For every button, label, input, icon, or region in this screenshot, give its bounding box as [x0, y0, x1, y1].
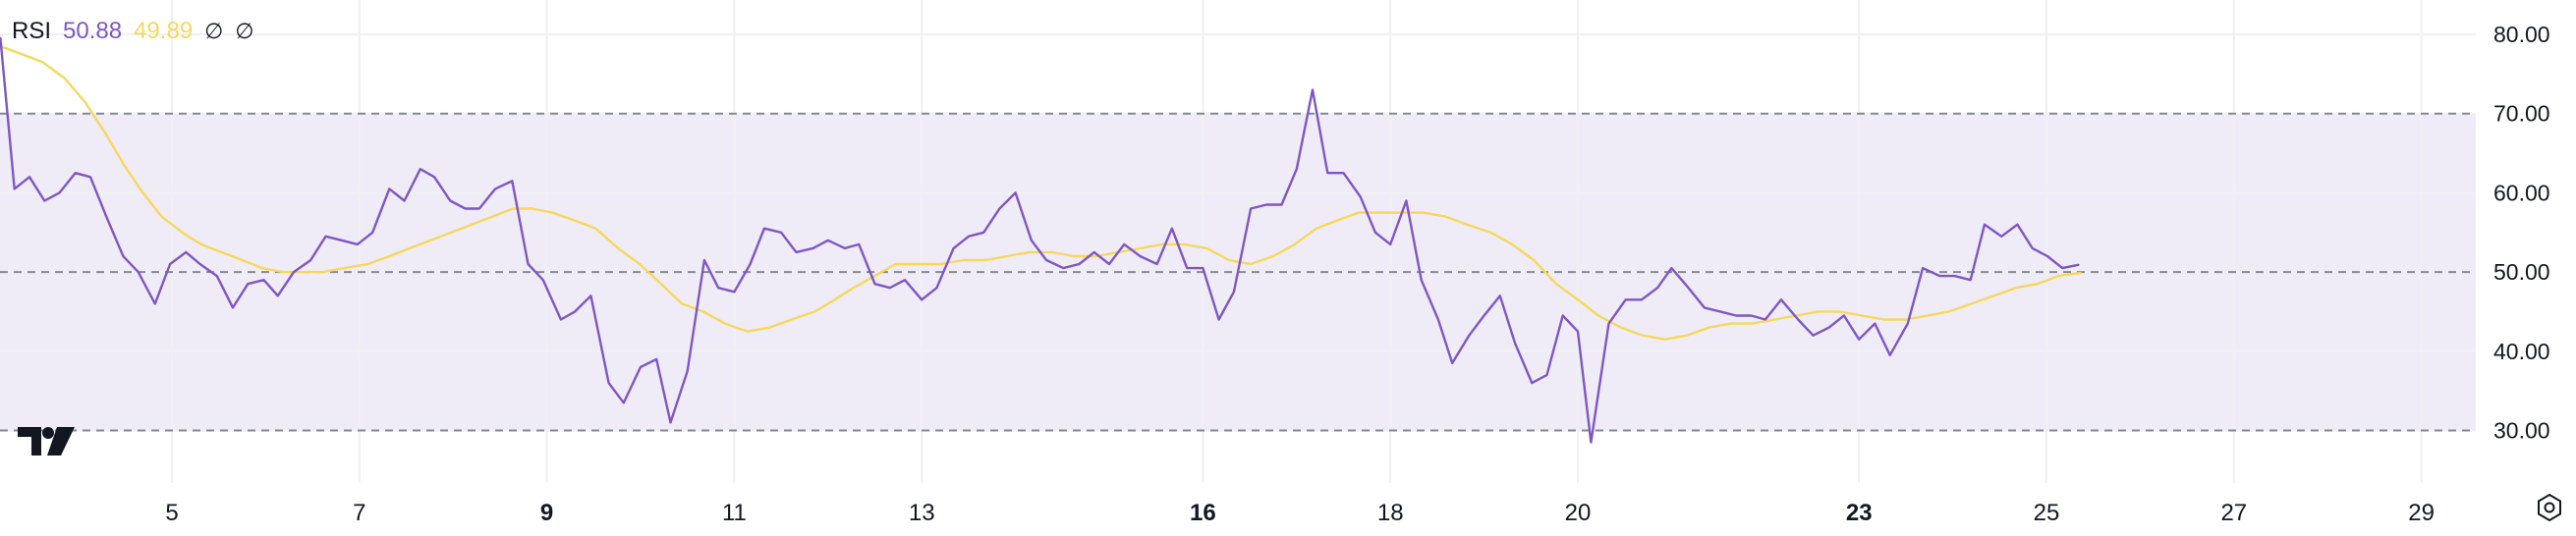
x-tick-label: 9 [540, 500, 553, 526]
null-circle-icon[interactable]: ∅ [204, 19, 224, 43]
x-tick-label: 5 [165, 500, 178, 526]
rsi-line [0, 36, 2080, 444]
x-tick-label: 7 [353, 500, 365, 526]
x-tick-label: 25 [2034, 500, 2060, 526]
tradingview-logo[interactable] [16, 422, 79, 461]
x-tick-label: 27 [2220, 500, 2247, 526]
y-tick-label: 80.00 [2493, 22, 2550, 47]
x-tick-label: 18 [1377, 500, 1404, 526]
x-tick-label: 20 [1565, 500, 1592, 526]
rsi-ma-line [0, 44, 2082, 341]
price-axis[interactable]: 30.00 40.00 50.00 60.00 70.00 80.00 [2493, 22, 2550, 444]
y-tick-label: 30.00 [2493, 418, 2550, 444]
time-axis[interactable]: 5 7 9 11 13 16 18 20 23 25 27 29 [165, 500, 2435, 526]
x-tick-label: 23 [1846, 500, 1873, 526]
y-tick-label: 40.00 [2493, 339, 2550, 364]
y-tick-label: 70.00 [2493, 101, 2550, 127]
indicator-legend[interactable]: RSI 50.88 49.89 ∅ ∅ [12, 14, 253, 49]
x-tick-label: 11 [722, 500, 747, 526]
x-tick-label: 16 [1190, 500, 1216, 526]
gear-icon[interactable] [2535, 493, 2564, 522]
indicator-name: RSI [12, 18, 52, 44]
rsi-ma-value: 49.89 [134, 18, 194, 44]
rsi-value: 50.88 [63, 18, 123, 44]
x-tick-label: 13 [909, 500, 935, 526]
y-tick-label: 50.00 [2493, 259, 2550, 285]
x-tick-label: 29 [2408, 500, 2435, 526]
y-tick-label: 60.00 [2493, 180, 2550, 205]
null-circle-icon[interactable]: ∅ [235, 19, 254, 43]
